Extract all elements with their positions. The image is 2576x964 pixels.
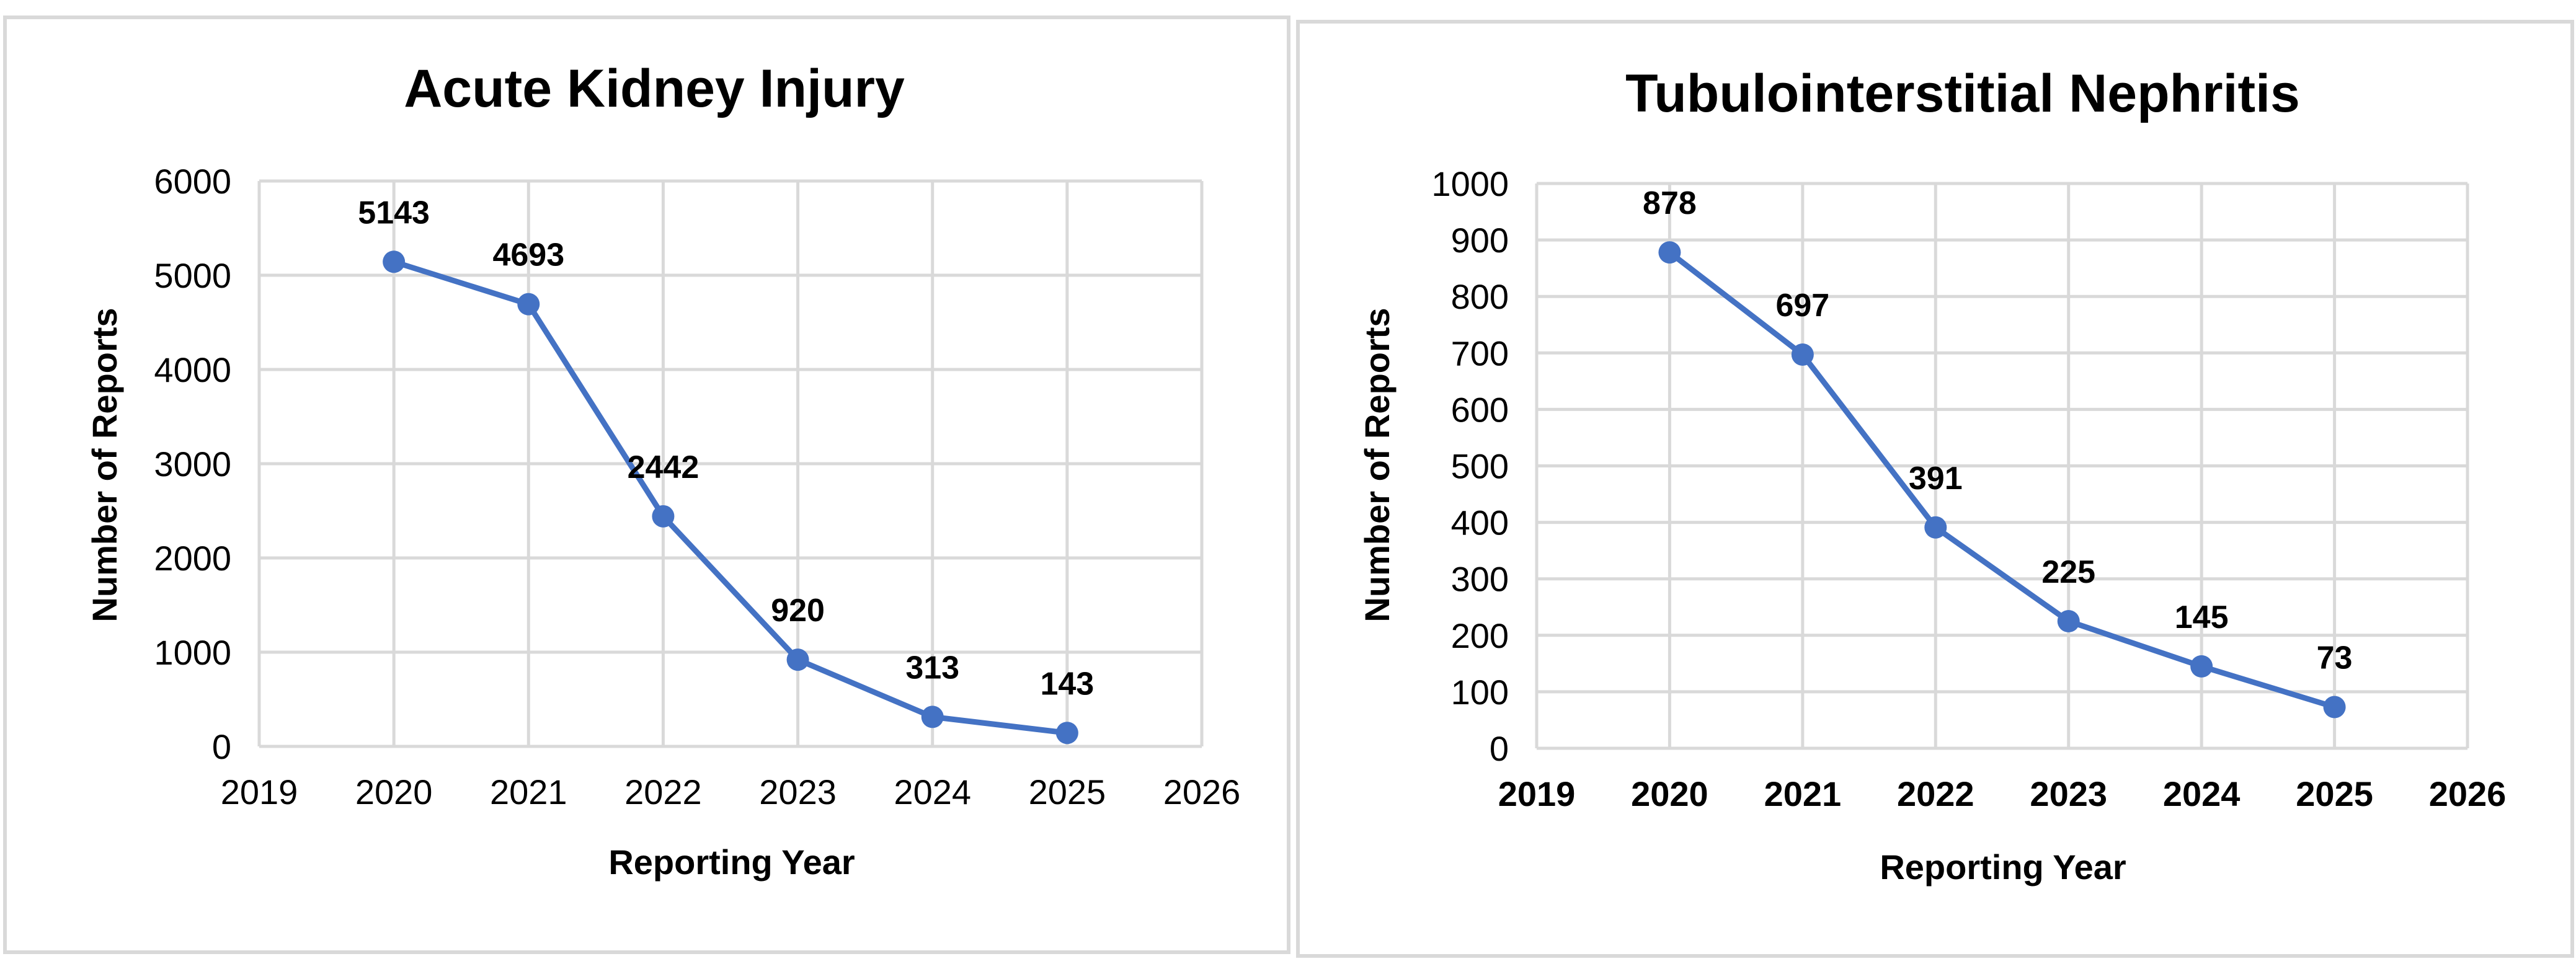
x-tick-label: 2025 — [1029, 772, 1106, 811]
x-axis-title: Reporting Year — [608, 842, 855, 882]
x-tick-label: 2022 — [1897, 774, 1974, 813]
data-point — [1924, 516, 1947, 539]
x-tick-label: 2021 — [490, 772, 567, 811]
y-tick-label: 2000 — [154, 539, 231, 578]
data-point — [2057, 610, 2080, 633]
x-tick-label: 2020 — [1631, 774, 1708, 813]
series — [1658, 241, 2346, 719]
y-tick-label: 6000 — [154, 162, 231, 201]
x-axis: 2019 2020 2021 2022 2023 2024 2025 2026 — [221, 772, 1241, 811]
x-tick-label: 2023 — [759, 772, 837, 811]
x-axis: 2019 2020 2021 2022 2023 2024 2025 2026 — [1498, 774, 2507, 813]
data-point — [383, 250, 406, 273]
y-tick-label: 5000 — [154, 256, 231, 295]
data-labels: 878 697 391 225 145 73 — [1643, 185, 2352, 676]
y-tick-label: 0 — [1490, 729, 1509, 768]
data-label: 2442 — [628, 449, 700, 485]
grid — [257, 179, 1204, 748]
data-labels: 5143 4693 2442 920 313 143 — [358, 195, 1094, 702]
chart-tubulointerstitial-nephritis: Tubulointerstitial Nephritis Reporting Y… — [1296, 20, 2574, 958]
data-point — [2323, 696, 2346, 719]
chart-frame — [3, 15, 1290, 954]
data-point — [1658, 241, 1681, 264]
x-tick-label: 2026 — [1163, 772, 1241, 811]
x-tick-label: 2019 — [1498, 774, 1576, 813]
data-label: 143 — [1040, 666, 1094, 702]
data-point — [921, 705, 944, 728]
y-tick-label: 0 — [212, 727, 231, 766]
data-label: 5143 — [358, 195, 430, 231]
y-tick-label: 4000 — [154, 350, 231, 389]
chart-panel-tubulointerstitial-nephritis: Tubulointerstitial Nephritis Reporting Y… — [1296, 0, 2576, 964]
data-point — [652, 505, 675, 528]
x-tick-label: 2020 — [355, 772, 433, 811]
y-axis-title: Number of Reports — [1357, 307, 1397, 622]
x-tick-label: 2026 — [2429, 774, 2507, 813]
data-point — [1791, 343, 1814, 366]
x-tick-label: 2025 — [2296, 774, 2373, 813]
chart-title: Acute Kidney Injury — [404, 59, 905, 118]
x-axis-title: Reporting Year — [1880, 847, 2126, 887]
data-label: 920 — [771, 593, 825, 629]
y-tick-label: 900 — [1451, 221, 1509, 260]
chart-acute-kidney-injury: Acute Kidney Injury Reporting Year Numbe… — [3, 15, 1290, 954]
data-point — [786, 648, 809, 671]
y-tick-label: 3000 — [154, 444, 231, 484]
data-point — [2190, 655, 2213, 678]
y-tick-label: 1000 — [1431, 164, 1509, 203]
chart-title: Tubulointerstitial Nephritis — [1625, 64, 2300, 123]
x-tick-label: 2019 — [221, 772, 298, 811]
data-point — [1055, 722, 1078, 745]
y-axis: 0 100 200 300 400 500 600 700 800 900 1000 — [1431, 164, 1509, 768]
y-axis-title: Number of Reports — [85, 307, 124, 622]
data-label: 391 — [1909, 461, 1963, 497]
y-tick-label: 700 — [1451, 334, 1509, 373]
data-label: 225 — [2041, 554, 2095, 590]
data-point — [517, 293, 540, 316]
y-axis: 0 1000 2000 3000 4000 5000 6000 — [154, 162, 231, 766]
y-tick-label: 200 — [1451, 616, 1509, 655]
x-tick-label: 2022 — [624, 772, 702, 811]
x-tick-label: 2024 — [894, 772, 971, 811]
series-line — [391, 259, 1070, 736]
data-label: 313 — [905, 650, 959, 686]
y-tick-label: 600 — [1451, 390, 1509, 429]
x-tick-label: 2021 — [1764, 774, 1842, 813]
y-tick-label: 1000 — [154, 633, 231, 672]
y-tick-label: 400 — [1451, 503, 1509, 542]
y-tick-label: 300 — [1451, 560, 1509, 599]
series — [383, 250, 1078, 745]
x-tick-label: 2023 — [2030, 774, 2107, 813]
data-label: 145 — [2175, 599, 2229, 635]
grid — [1535, 182, 2469, 750]
data-label: 73 — [2317, 640, 2353, 676]
data-label: 878 — [1643, 185, 1697, 221]
y-tick-label: 500 — [1451, 447, 1509, 486]
y-tick-label: 100 — [1451, 673, 1509, 712]
y-tick-label: 800 — [1451, 277, 1509, 316]
x-tick-label: 2024 — [2163, 774, 2241, 813]
chart-panel-acute-kidney-injury: Acute Kidney Injury Reporting Year Numbe… — [3, 15, 1290, 954]
data-label: 4693 — [492, 237, 564, 273]
series-line — [1666, 249, 2338, 710]
data-label: 697 — [1775, 288, 1829, 324]
